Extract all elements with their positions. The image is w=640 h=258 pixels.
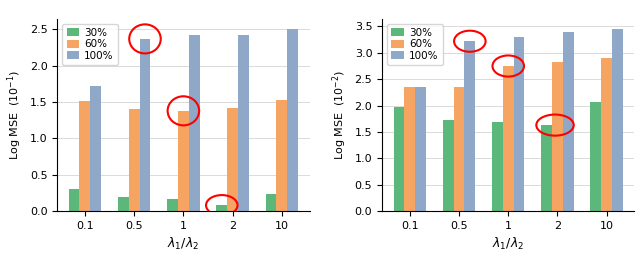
Bar	[465, 41, 476, 211]
Bar	[591, 102, 602, 211]
Bar	[552, 62, 563, 211]
Bar	[415, 87, 426, 211]
Bar	[503, 66, 514, 211]
Bar	[227, 108, 238, 211]
Bar	[492, 122, 503, 211]
Legend: 30%, 60%, 100%: 30%, 60%, 100%	[62, 24, 118, 65]
Bar	[443, 120, 454, 211]
Bar	[541, 125, 552, 211]
Bar	[189, 35, 200, 211]
Bar	[602, 58, 612, 211]
Bar	[404, 87, 415, 211]
Bar	[266, 194, 276, 211]
Y-axis label: Log MSE  $(10^{-1})$: Log MSE $(10^{-1})$	[6, 70, 24, 160]
Bar	[514, 37, 525, 211]
Bar	[563, 32, 573, 211]
Y-axis label: Log MSE  $(10^{-2})$: Log MSE $(10^{-2})$	[330, 70, 349, 160]
Bar	[238, 35, 249, 211]
Legend: 30%, 60%, 100%: 30%, 60%, 100%	[387, 24, 443, 65]
Bar	[118, 197, 129, 211]
Bar	[90, 86, 101, 211]
Bar	[68, 189, 79, 211]
Bar	[178, 111, 189, 211]
Bar	[79, 101, 90, 211]
Bar	[276, 100, 287, 211]
Bar	[216, 205, 227, 211]
Bar	[454, 87, 465, 211]
Bar	[287, 29, 298, 211]
X-axis label: $\lambda_1/\lambda_2$: $\lambda_1/\lambda_2$	[492, 236, 524, 252]
Bar	[167, 199, 178, 211]
Bar	[394, 107, 404, 211]
Bar	[612, 29, 623, 211]
X-axis label: $\lambda_1/\lambda_2$: $\lambda_1/\lambda_2$	[167, 236, 200, 252]
Bar	[140, 39, 150, 211]
Bar	[129, 109, 140, 211]
